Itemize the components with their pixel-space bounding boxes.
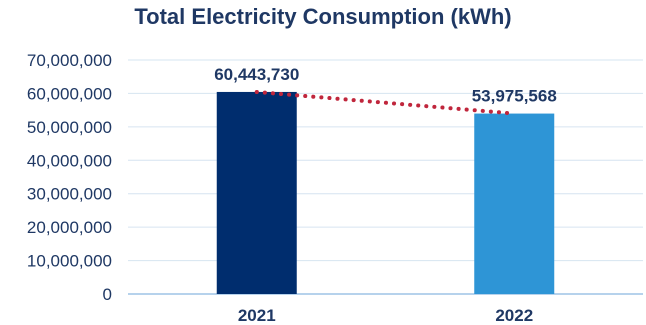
y-tick-label: 10,000,000 (27, 252, 112, 271)
y-tick-label: 20,000,000 (27, 218, 112, 237)
trend-line (254, 89, 517, 116)
trend-line-group (254, 89, 517, 116)
data-label-2022: 53,975,568 (472, 87, 557, 106)
bars (216, 91, 555, 295)
y-tick-label: 40,000,000 (27, 151, 112, 170)
category-label-2022: 2022 (495, 306, 533, 325)
y-tick-label: 60,000,000 (27, 84, 112, 103)
gridlines (128, 59, 643, 295)
data-label-2021: 60,443,730 (214, 65, 299, 84)
y-tick-label: 70,000,000 (27, 51, 112, 70)
data-labels: 60,443,730 53,975,568 (214, 65, 557, 106)
y-tick-label: 50,000,000 (27, 118, 112, 137)
y-tick-label: 0 (103, 285, 112, 304)
x-axis-category-labels: 2021 2022 (238, 306, 533, 325)
y-tick-label: 30,000,000 (27, 185, 112, 204)
bar-2022 (474, 113, 555, 295)
y-axis-tick-labels: 0 10,000,000 20,000,000 30,000,000 40,000,00… (27, 51, 112, 304)
category-label-2021: 2021 (238, 306, 276, 325)
chart-title: Total Electricity Consumption (kWh) (134, 4, 512, 29)
bar-2021 (216, 91, 297, 294)
